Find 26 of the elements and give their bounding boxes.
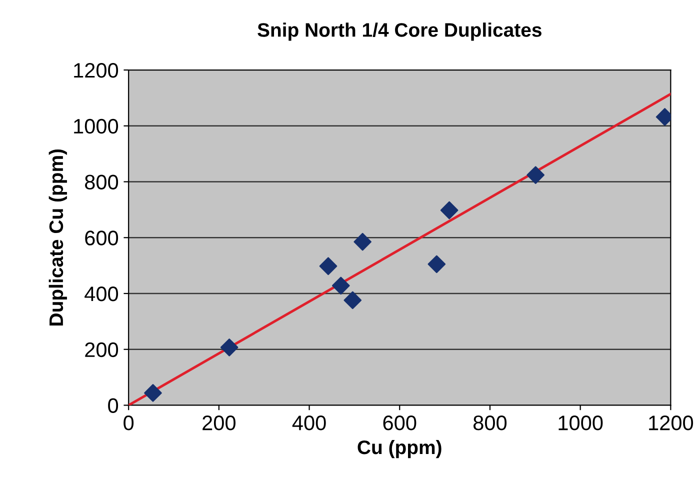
point: [220, 338, 238, 356]
x-tick-label: 1200: [649, 416, 694, 430]
point: [526, 166, 545, 184]
point: [319, 257, 338, 276]
x-tick-label: 0: [124, 416, 134, 430]
y-axis-title: Duplicate Cu (ppm): [48, 149, 67, 326]
point: [144, 384, 162, 402]
y-tick-label: 600: [85, 230, 118, 246]
point: [354, 232, 372, 251]
y-tick-label: 1000: [74, 118, 118, 134]
x-tick-label: 1000: [558, 416, 603, 430]
y-tick-label: 1200: [74, 63, 118, 78]
y-tick-label: 0: [108, 398, 118, 413]
x-tick-label: 600: [383, 416, 416, 430]
point: [344, 291, 362, 310]
y-tick-label: 200: [85, 342, 118, 358]
chart-title: Snip North 1/4 Core Duplicates: [258, 22, 542, 41]
y-tick-label: 800: [85, 174, 118, 190]
x-tick-label: 400: [292, 416, 326, 430]
y-tick-label: 400: [84, 286, 118, 302]
x-tick-label: 800: [474, 416, 507, 430]
point: [428, 255, 446, 274]
x-axis-title: Cu (ppm): [358, 440, 442, 458]
point: [440, 201, 458, 220]
point: [332, 276, 350, 295]
x-tick-label: 200: [202, 416, 236, 430]
